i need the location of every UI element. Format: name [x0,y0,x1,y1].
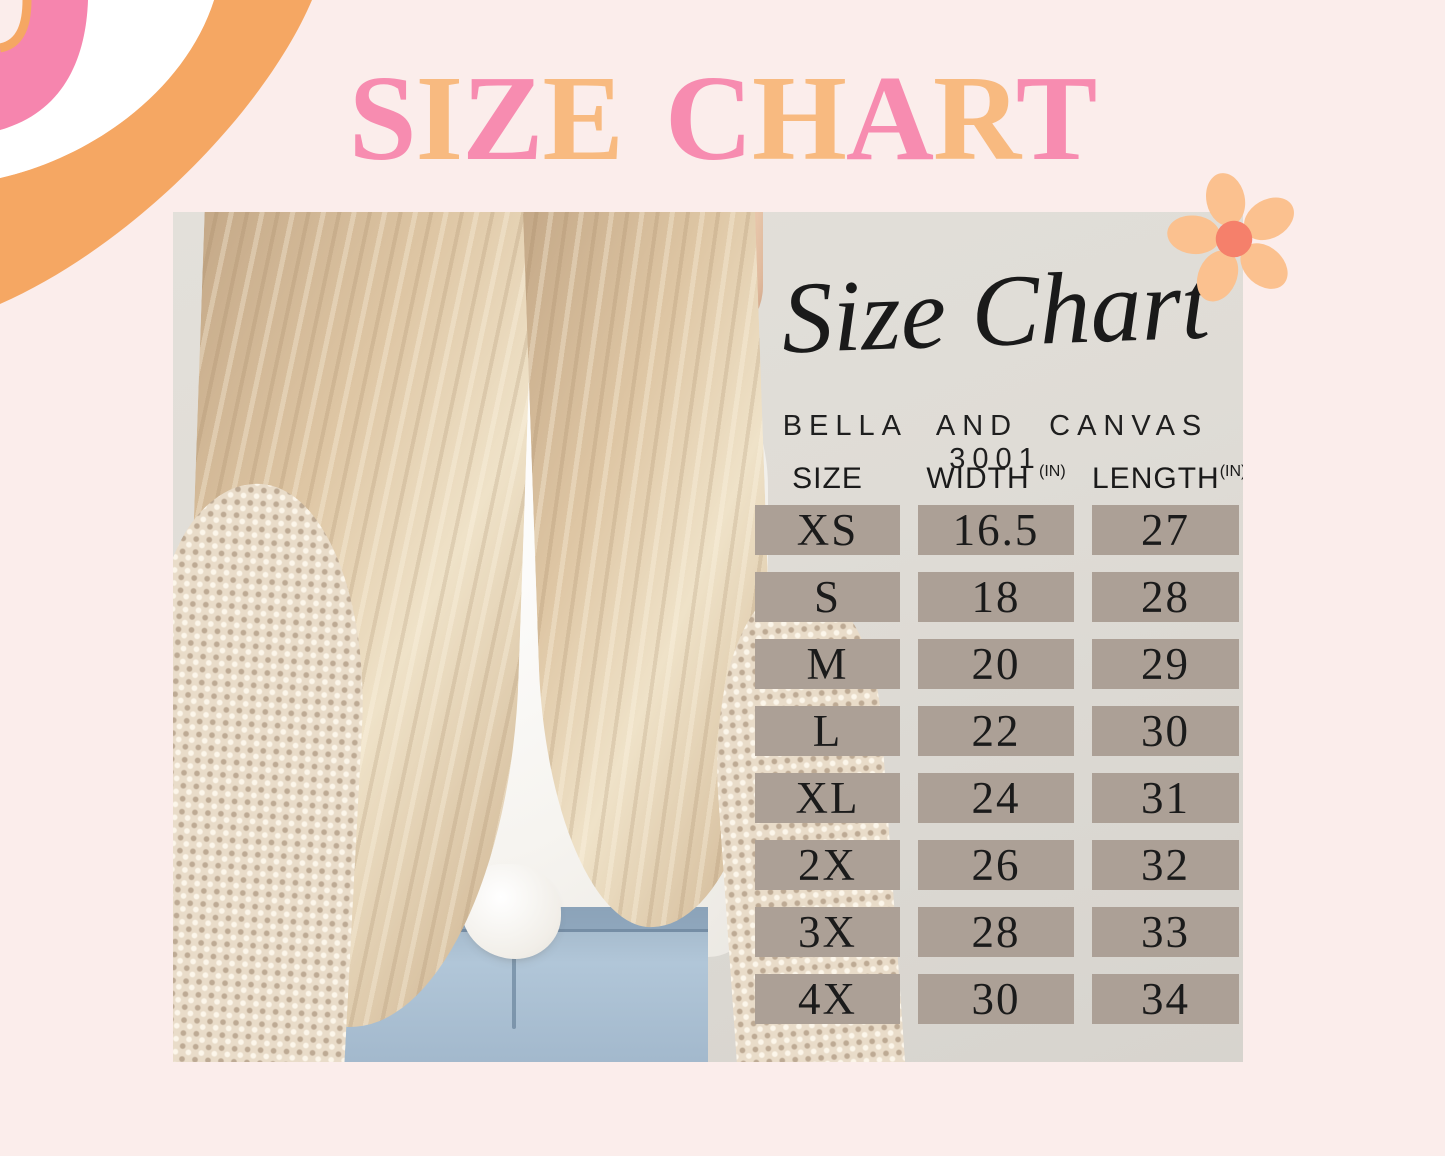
title-letter: A [845,51,934,186]
length-unit: (IN) [1219,463,1243,480]
size-cell: L [755,706,900,756]
length-cell: 33 [1092,907,1239,957]
width-cell: 30 [918,974,1074,1024]
title-letter: I [415,51,463,186]
title-letter [623,58,665,180]
title-letter: R [933,51,1017,186]
length-cell: 34 [1092,974,1239,1024]
length-cell: 31 [1092,773,1239,823]
size-table-body: XS 16.5 27 S 18 28 M 20 29 L 22 30 XL 24 31 2X 26 32 3X 28 3… [755,505,1239,1024]
width-unit: (IN) [1039,463,1066,480]
size-table-header: SIZE WIDTH (IN) LENGTH(IN) [755,462,1243,496]
product-subtitle: BELLA AND CANVAS 3001 [782,410,1209,475]
col-header-width: WIDTH (IN) [926,462,1066,495]
length-cell: 28 [1092,572,1239,622]
title-letter: T [1015,51,1097,186]
size-cell: XS [755,505,900,555]
flower-icon [1167,173,1294,302]
width-cell: 16.5 [918,505,1074,555]
corner-swirl-icon [0,0,312,304]
length-cell: 27 [1092,505,1239,555]
width-cell: 20 [918,639,1074,689]
title-letter: Z [462,51,543,186]
length-cell: 29 [1092,639,1239,689]
col-header-length: LENGTH(IN) [1092,462,1243,496]
size-chart-panel: Size Chart BELLA AND CANVAS 3001 SIZE WI… [748,212,1243,1062]
page-title: SIZE CHART [0,58,1445,180]
size-cell: 2X [755,840,900,890]
width-cell: 28 [918,907,1074,957]
size-cell: XL [755,773,900,823]
photo-card: Size Chart BELLA AND CANVAS 3001 SIZE WI… [173,212,1243,1062]
title-letter: S [348,51,417,186]
width-cell: 24 [918,773,1074,823]
size-cell: 4X [755,974,900,1024]
size-cell: S [755,572,900,622]
width-cell: 22 [918,706,1074,756]
size-cell: 3X [755,907,900,957]
width-cell: 18 [918,572,1074,622]
length-cell: 30 [1092,706,1239,756]
width-cell: 26 [918,840,1074,890]
title-letter: C [664,51,753,186]
title-letter: E [542,51,624,186]
col-header-size: SIZE [792,462,863,495]
length-cell: 32 [1092,840,1239,890]
size-cell: M [755,639,900,689]
title-letter: H [751,51,847,186]
